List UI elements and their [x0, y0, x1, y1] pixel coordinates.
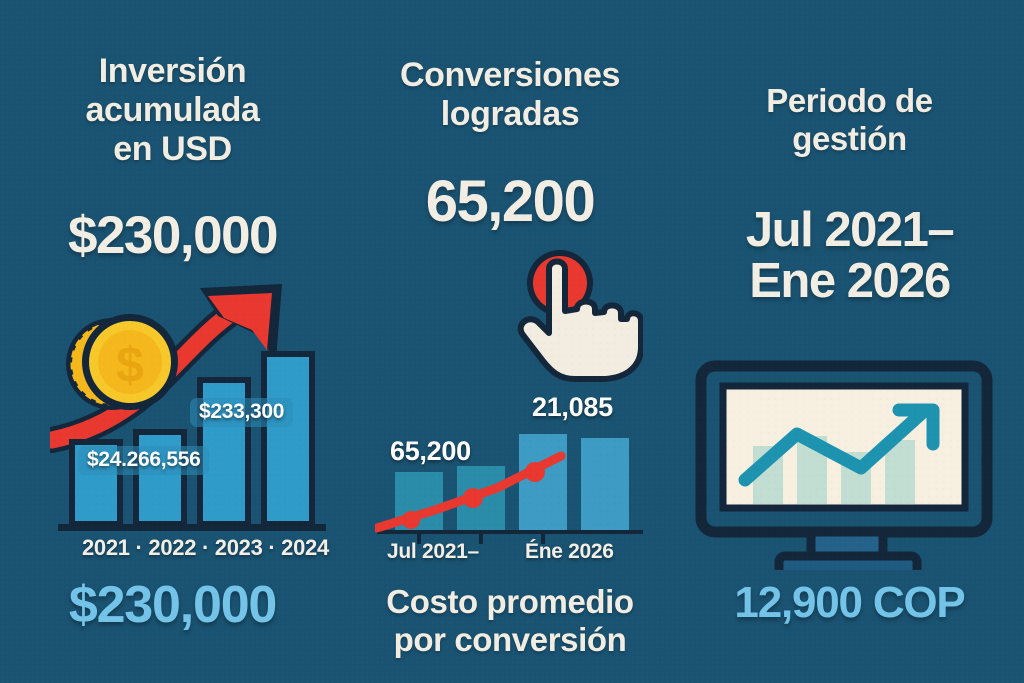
- heading-line-2: acumulada: [85, 90, 260, 129]
- column-conversiones-big-value: 65,200: [425, 169, 596, 234]
- axis-baseline: [58, 524, 326, 531]
- column-periodo-big-value: Jul 2021– Ene 2026: [675, 205, 1024, 307]
- bar-2024: [261, 351, 315, 527]
- heading-line-3: en USD: [113, 129, 232, 168]
- trend-point-3: [525, 462, 545, 482]
- inversion-chart-illustration: $: [50, 284, 326, 531]
- conversiones-data-label-1: 65,200: [390, 436, 471, 466]
- column-conversiones: Conversiones logradas 65,200: [345, 0, 675, 683]
- heading-line-2: gestión: [792, 119, 907, 157]
- trend-point-1: [402, 511, 420, 529]
- column-conversiones-footer-label: Costo promedio por conversión: [345, 583, 675, 658]
- axis-baseline: [377, 530, 643, 534]
- svg-text:$: $: [116, 337, 144, 393]
- teal-growth-arrow-icon: [745, 410, 933, 480]
- heading-line-1: Inversión: [98, 52, 247, 90]
- bar-3: [519, 434, 567, 530]
- pointing-hand-cursor-illustration: [517, 250, 643, 382]
- heading-line-1: Periodo de: [766, 82, 933, 119]
- footer-line-1: Costo promedio: [386, 583, 634, 620]
- column-inversion: Inversión acumulada en USD $230,000: [0, 0, 345, 683]
- column-periodo: Periodo de gestión Jul 2021– Ene 2026: [675, 0, 1024, 683]
- column-inversion-footer-value: $230,000: [68, 576, 277, 634]
- monitor-screen-chart: [745, 410, 933, 504]
- conversiones-trend-line: [375, 451, 566, 533]
- conversiones-chart-illustration: [375, 434, 643, 544]
- coin-dollar-icon: $: [66, 314, 178, 410]
- column-inversion-heading: Inversión acumulada en USD: [0, 52, 345, 168]
- trend-point-2: [463, 488, 483, 508]
- column-periodo-heading: Periodo de gestión: [675, 82, 1024, 157]
- desktop-monitor-illustration: [695, 360, 993, 570]
- column-conversiones-heading: Conversiones logradas: [345, 56, 675, 134]
- big-value-line-1: Jul 2021–: [745, 203, 955, 257]
- inversion-data-label-1: $24.266,556: [78, 446, 210, 475]
- bar-4: [581, 438, 629, 530]
- footer-line-2: por conversión: [393, 620, 627, 658]
- monitor-stand-base: [774, 551, 922, 570]
- screen-bar-4: [885, 440, 915, 504]
- big-value-line-2: Ene 2026: [749, 253, 951, 308]
- column-periodo-footer-value: 12,900 COP: [734, 578, 965, 627]
- column-inversion-big-value: $230,000: [67, 206, 279, 265]
- conversiones-axis-label-start: Jul 2021–: [387, 540, 479, 563]
- pointing-hand-cursor-icon: [517, 258, 643, 382]
- inversion-axis-label: 2021 · 2022 · 2023 · 2024: [82, 535, 329, 560]
- conversiones-data-label-2: 21,085: [532, 392, 613, 422]
- conversiones-axis-label-end: Éne 2026: [525, 540, 614, 563]
- heading-line-2: logradas: [440, 94, 580, 133]
- inversion-data-label-2: $233,300: [190, 398, 294, 427]
- heading-line-1: Conversiones: [399, 56, 621, 94]
